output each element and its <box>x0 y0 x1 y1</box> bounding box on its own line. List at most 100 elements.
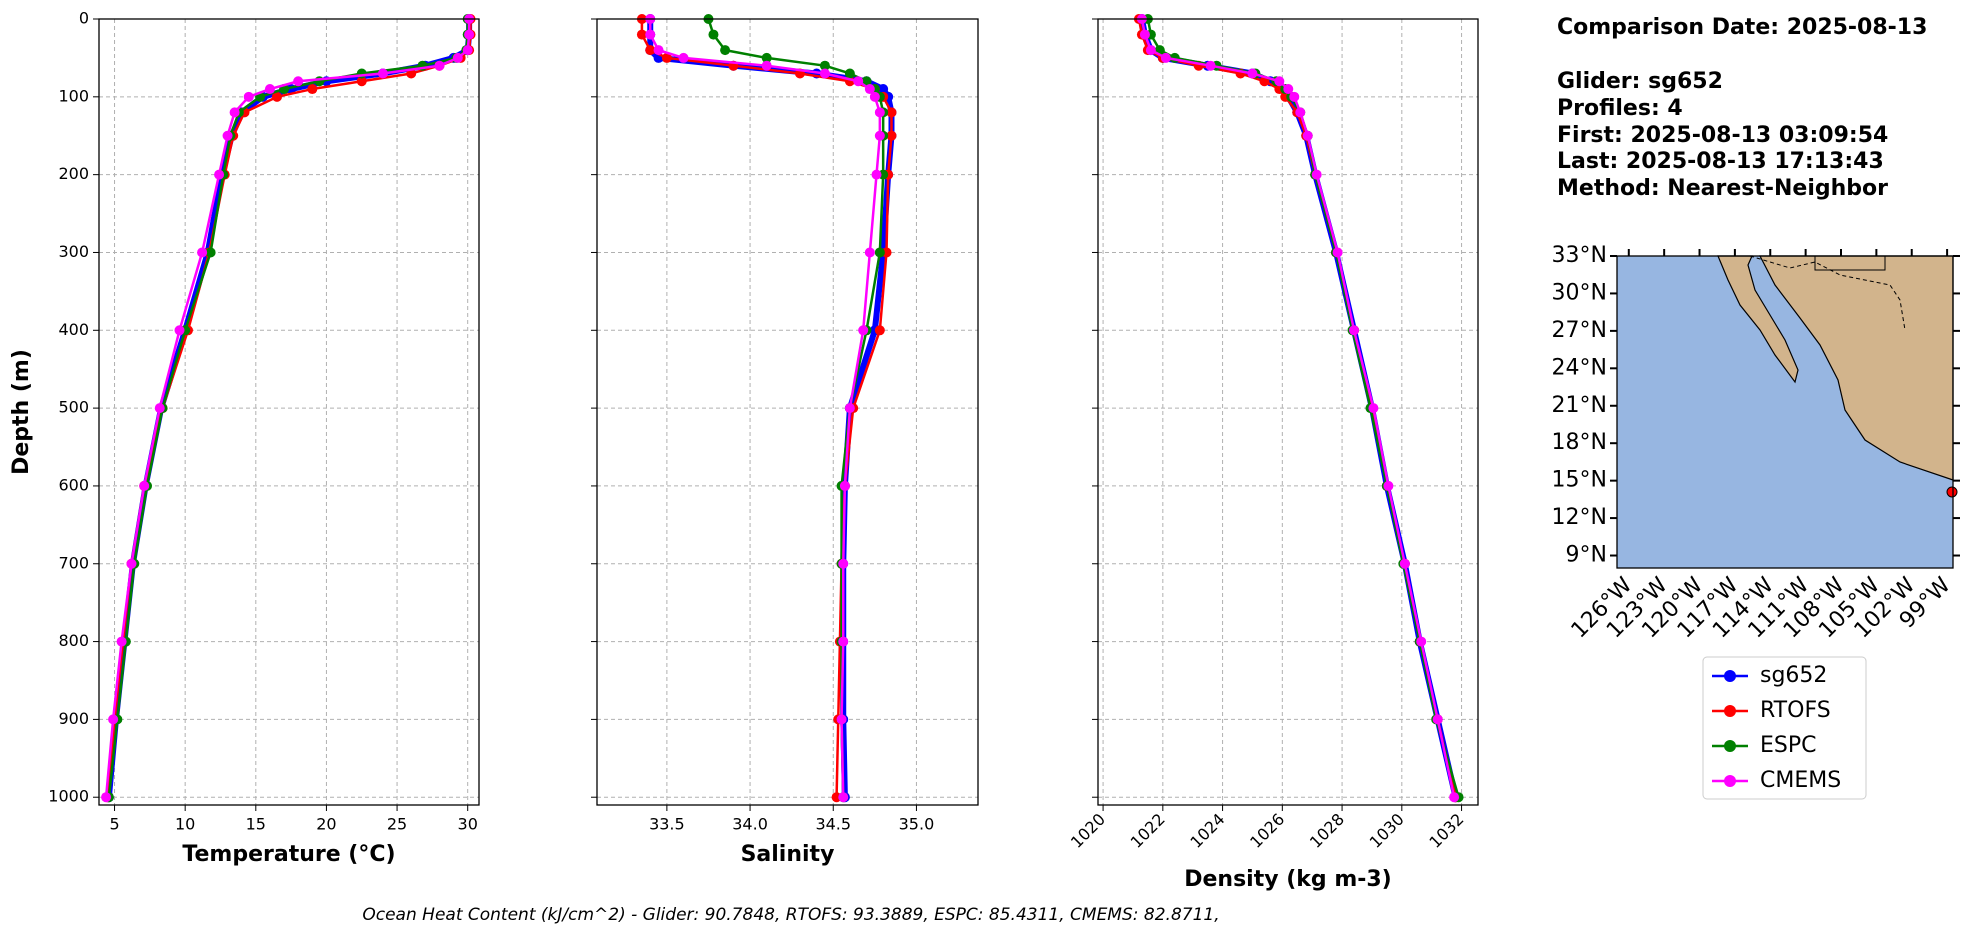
x-tick-label: 15 <box>246 815 266 834</box>
profile-marker <box>462 45 473 56</box>
profile-marker <box>243 91 254 102</box>
x-tick-label: 20 <box>316 815 336 834</box>
profile-marker <box>101 792 112 803</box>
x-tick-label: 34.0 <box>732 815 768 834</box>
info-line: Profiles: 4 <box>1557 96 1683 121</box>
profile-marker <box>838 558 849 569</box>
y-tick-label: 24°N <box>1552 355 1607 380</box>
profile-marker <box>1332 247 1343 258</box>
profile-marker <box>1295 107 1306 118</box>
x-tick-label: 5 <box>109 815 119 834</box>
y-tick-label: 21°N <box>1552 393 1607 418</box>
border <box>1814 256 1886 271</box>
y-tick-label: 200 <box>58 164 89 183</box>
profile-line <box>648 19 882 798</box>
profile-marker <box>869 91 880 102</box>
profile-panel: 5 10 15 20 25 3001002003004005006007008009001… <box>9 9 480 867</box>
x-tick-label: 25 <box>387 815 407 834</box>
profile-marker <box>464 29 475 40</box>
profile-marker <box>819 68 830 79</box>
profile-marker <box>1432 714 1443 725</box>
profile-line <box>707 18 885 798</box>
y-tick-label: 700 <box>58 553 89 572</box>
footer: Ocean Heat Content (kJ/cm^2) - Glider: 9… <box>362 905 1219 925</box>
x-tick-label: 1032 <box>1425 810 1467 852</box>
y-tick-label: 500 <box>58 398 89 417</box>
legend-marker <box>1724 705 1736 717</box>
profile-marker <box>222 130 233 141</box>
profile-marker <box>878 84 889 95</box>
profile-marker <box>1449 792 1460 803</box>
profile-marker <box>108 714 119 725</box>
profile-marker <box>874 325 885 336</box>
profile-marker <box>838 792 849 803</box>
profile-marker <box>1311 169 1322 180</box>
land <box>1717 255 1799 384</box>
profile-marker <box>356 76 367 87</box>
profile-marker <box>636 29 647 40</box>
profile-panel: 1020 1022 1024 1026 1028 1030 1032 Density (kg … <box>1067 14 1479 892</box>
map-frame <box>1616 255 1954 569</box>
profile-marker <box>205 247 216 258</box>
profile-marker <box>264 84 275 95</box>
x-tick-label: 35.0 <box>899 815 935 834</box>
legend-box <box>1702 656 1867 800</box>
profile-marker <box>720 45 731 56</box>
y-tick-label: 18°N <box>1552 430 1607 455</box>
legend: sg652 RTOFS ESPC CMEMS <box>1702 656 1867 800</box>
x-tick-label: 1022 <box>1127 810 1169 852</box>
legend-marker <box>1724 670 1736 682</box>
x-axis-label: Temperature (°C) <box>182 842 395 867</box>
profile-marker <box>864 247 875 258</box>
axes-frame <box>98 18 480 806</box>
x-tick-label: 10 <box>175 815 195 834</box>
profile-marker <box>874 247 885 258</box>
profile-marker <box>1383 480 1394 491</box>
profile-marker <box>307 84 318 95</box>
profile-panel: 33.5 34.0 34.5 35.0 Salinity <box>591 14 979 867</box>
profile-marker <box>645 45 656 56</box>
profile-marker <box>844 403 855 414</box>
y-tick-label: 0 <box>79 9 89 28</box>
y-tick-label: 33°N <box>1552 243 1607 268</box>
y-tick-label: 100 <box>58 86 89 105</box>
map-panel <box>1616 255 1958 569</box>
profile-marker <box>1349 325 1360 336</box>
x-axis-label: Salinity <box>741 842 835 867</box>
y-tick-label: 9°N <box>1566 543 1607 568</box>
info-line: First: 2025-08-13 03:09:54 <box>1557 123 1888 148</box>
y-tick-label: 1000 <box>48 787 89 806</box>
profile-marker <box>1399 558 1410 569</box>
y-tick-label: 12°N <box>1552 505 1607 530</box>
legend-label: CMEMS <box>1760 768 1841 793</box>
profile-marker <box>858 325 869 336</box>
profile-marker <box>1274 76 1285 87</box>
info-line: Last: 2025-08-13 17:13:43 <box>1557 149 1884 174</box>
x-tick-label: 1020 <box>1067 810 1109 852</box>
y-axis-label: Depth (m) <box>9 349 34 475</box>
axes-frame <box>1097 18 1479 806</box>
x-tick-label: 34.5 <box>815 815 851 834</box>
x-axis-label: Density (kg m-3) <box>1184 867 1392 892</box>
profile-marker <box>678 52 689 63</box>
glider-location <box>1946 486 1958 498</box>
legend-marker <box>1724 775 1736 787</box>
profile-marker <box>886 130 897 141</box>
profile-marker <box>836 714 847 725</box>
profile-marker <box>174 325 185 336</box>
legend-label: sg652 <box>1760 663 1827 688</box>
profile-marker <box>761 52 772 63</box>
x-tick-label: 33.5 <box>649 815 685 834</box>
profile-marker <box>839 480 850 491</box>
profile-marker <box>853 76 864 87</box>
profile-marker <box>653 45 664 56</box>
y-tick-label: 27°N <box>1552 318 1607 343</box>
comparison-date: Comparison Date: 2025-08-13 <box>1557 15 1927 40</box>
legend-label: RTOFS <box>1760 698 1831 723</box>
x-tick-label: 1024 <box>1186 810 1228 852</box>
profile-marker <box>761 60 772 71</box>
border <box>1749 255 1906 331</box>
legend-label: ESPC <box>1760 733 1817 758</box>
profile-marker <box>874 107 885 118</box>
